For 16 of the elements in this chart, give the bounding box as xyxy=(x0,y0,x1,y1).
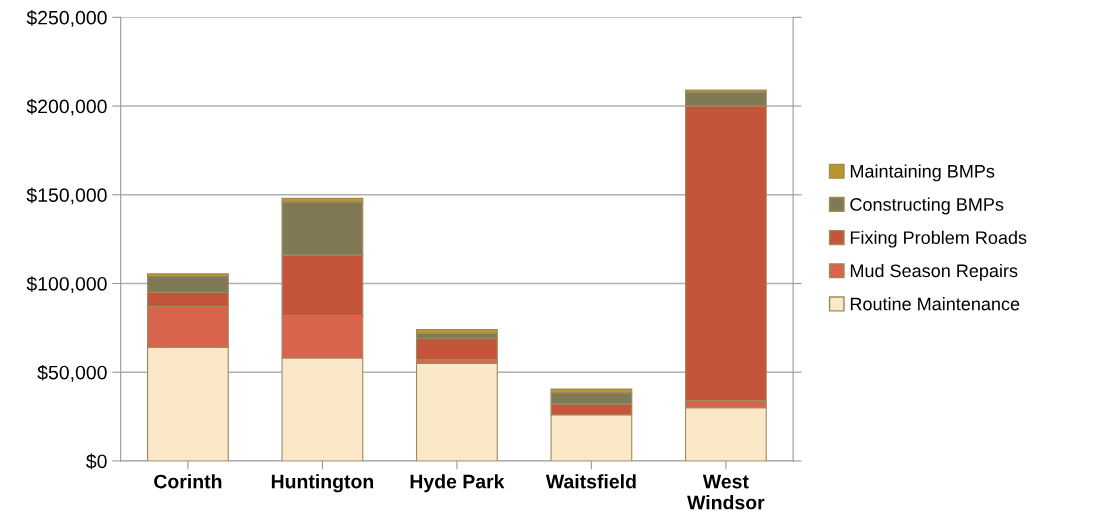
x-tick-label: Waitsfield xyxy=(545,474,636,489)
x-tick-label: Hyde Park xyxy=(410,474,505,493)
legend-label: Constructing BMPs xyxy=(850,197,1004,215)
y-tick-label: $200,000 xyxy=(26,98,107,116)
y-tick-label: $250,000 xyxy=(26,9,107,27)
x-tick-label: Corinth xyxy=(154,474,222,489)
y-tick-label: $50,000 xyxy=(37,364,107,382)
y-tick-label: $150,000 xyxy=(26,187,107,205)
y-tick-label: $0 xyxy=(86,453,107,470)
legend-label: Mud Season Repairs xyxy=(850,263,1018,281)
x-tick-label: West Windsor xyxy=(687,474,765,510)
legend-label: Fixing Problem Roads xyxy=(850,230,1027,248)
y-tick-label: $100,000 xyxy=(26,276,107,294)
legend-label: Maintaining BMPs xyxy=(850,164,995,182)
legend-label: Routine Maintenance xyxy=(850,297,1020,311)
x-tick-label: Huntington xyxy=(271,474,374,493)
